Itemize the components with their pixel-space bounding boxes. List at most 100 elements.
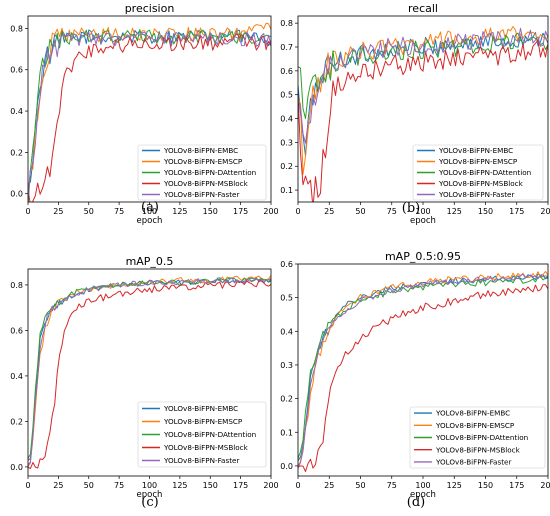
x-tick-label: 125 — [172, 481, 187, 490]
chart-title: mAP_0.5 — [126, 255, 174, 268]
series-line-3 — [28, 29, 271, 202]
series-line-5 — [28, 277, 271, 467]
panel-caption: (c) — [141, 495, 158, 510]
legend-entry: YOLOv8-BiFPN-Faster — [163, 190, 239, 199]
x-tick-label: 50 — [84, 481, 94, 490]
legend-entry: YOLOv8-BiFPN-DAttention — [163, 430, 256, 439]
x-axis-label: epoch — [410, 216, 436, 226]
x-tick-label: 100 — [142, 481, 157, 490]
y-tick-label: 0.5 — [280, 91, 293, 100]
x-tick-label: 200 — [263, 207, 278, 216]
chart-title: mAP_0.5:0.95 — [385, 250, 461, 263]
series-line-4 — [298, 284, 548, 472]
series-line-4 — [28, 33, 271, 202]
legend-entry: YOLOv8-BiFPN-MSBlock — [435, 445, 521, 454]
y-tick-label: 0.2 — [10, 148, 23, 157]
series-line-5 — [28, 31, 271, 201]
legend-entry: YOLOv8-BiFPN-MSBlock — [163, 443, 249, 452]
x-axis-label: epoch — [137, 490, 163, 500]
x-tick-label: 200 — [263, 481, 278, 490]
x-tick-label: 50 — [84, 207, 94, 216]
x-axis-label: epoch — [137, 216, 163, 226]
y-tick-label: 0.3 — [280, 138, 293, 147]
series-lines — [298, 26, 548, 202]
y-tick-label: 0.2 — [10, 417, 23, 426]
series-lines — [28, 275, 271, 470]
x-tick-label: 125 — [447, 481, 462, 490]
y-tick-label: 0.4 — [280, 327, 293, 336]
y-tick-label: 0.8 — [280, 19, 293, 28]
series-line-5 — [298, 27, 548, 144]
x-tick-label: 25 — [324, 481, 334, 490]
legend-entry: YOLOv8-BiFPN-EMSCP — [435, 421, 515, 430]
x-tick-label: 200 — [540, 207, 550, 216]
y-tick-label: 0.4 — [280, 115, 293, 124]
legend-entry: YOLOv8-BiFPN-DAttention — [435, 433, 528, 442]
legend-box — [409, 406, 546, 469]
x-tick-label: 75 — [387, 481, 397, 490]
x-tick-label: 50 — [355, 481, 365, 490]
legend: YOLOv8-BiFPN-EMBC YOLOv8-BiFPN-EMSCP YOLOv… — [409, 406, 546, 469]
series-lines — [28, 22, 271, 202]
x-tick-label: 100 — [415, 481, 430, 490]
x-tick-label: 150 — [203, 207, 218, 216]
y-tick-label: 0.0 — [280, 462, 293, 471]
y-tick-label: 0.8 — [10, 281, 23, 290]
legend: YOLOv8-BiFPN-EMBC YOLOv8-BiFPN-EMSCP YOLOv… — [137, 144, 267, 201]
legend-entry: YOLOv8-BiFPN-EMSCP — [438, 157, 518, 166]
chart-panel-3: mAP_0.5 0 25 50 75 100 125 150 175 200 0.0 0.2 0.4 0.… — [10, 255, 278, 510]
legend-entry: YOLOv8-BiFPN-EMBC — [163, 404, 238, 413]
y-tick-label: 0.4 — [10, 372, 23, 381]
legend-entry: YOLOv8-BiFPN-EMBC — [435, 409, 510, 418]
x-tick-label: 175 — [233, 207, 248, 216]
x-tick-label: 0 — [25, 207, 30, 216]
panel-caption: (d) — [407, 495, 425, 510]
y-tick-label: 0.0 — [10, 190, 23, 199]
legend: YOLOv8-BiFPN-EMBC YOLOv8-BiFPN-EMSCP YOLOv… — [137, 401, 267, 468]
chart-panel-4: mAP_0.5:0.95 0 25 50 75 100 125 150 175 200 0.0 0.1… — [280, 250, 550, 510]
legend-entry: YOLOv8-BiFPN-Faster — [435, 458, 511, 467]
legend-entry: YOLOv8-BiFPN-MSBlock — [438, 179, 524, 188]
x-tick-label: 0 — [295, 207, 300, 216]
series-line-1 — [298, 32, 548, 157]
legend-box — [412, 144, 544, 201]
y-tick-label: 0.1 — [280, 428, 293, 437]
legend-entry: YOLOv8-BiFPN-EMSCP — [163, 417, 243, 426]
legend-entry: YOLOv8-BiFPN-EMBC — [163, 146, 238, 155]
legend-entry: YOLOv8-BiFPN-EMBC — [438, 146, 513, 155]
legend-entry: YOLOv8-BiFPN-DAttention — [163, 168, 256, 177]
x-tick-label: 0 — [25, 481, 30, 490]
series-line-4 — [28, 280, 271, 470]
x-tick-label: 125 — [172, 207, 187, 216]
x-tick-label: 25 — [53, 481, 63, 490]
legend-entry: YOLOv8-BiFPN-EMSCP — [163, 157, 243, 166]
y-tick-label: 0.3 — [280, 361, 293, 370]
panel-caption: (b) — [402, 201, 420, 216]
legend: YOLOv8-BiFPN-EMBC YOLOv8-BiFPN-EMSCP YOLOv… — [412, 144, 544, 201]
y-tick-label: 0.4 — [10, 107, 23, 116]
x-tick-label: 100 — [142, 207, 157, 216]
y-tick-label: 0.1 — [280, 186, 293, 195]
y-tick-label: 0.5 — [280, 294, 293, 303]
chart-title: precision — [125, 2, 175, 15]
y-tick-label: 0.6 — [280, 67, 293, 76]
y-tick-label: 0.2 — [280, 395, 293, 404]
chart-panel-2: recall 0 25 50 75 100 125 150 175 200 0.1 0.2 0.3 0.4… — [280, 2, 550, 226]
x-tick-label: 75 — [114, 481, 124, 490]
legend-entry: YOLOv8-BiFPN-Faster — [163, 456, 239, 465]
series-line-4 — [298, 39, 548, 202]
legend-entry: YOLOv8-BiFPN-Faster — [438, 190, 514, 199]
chart-title: recall — [408, 2, 438, 15]
panel-caption: (a) — [141, 200, 159, 215]
legend-entry: YOLOv8-BiFPN-MSBlock — [163, 179, 249, 188]
x-tick-label: 75 — [114, 207, 124, 216]
x-tick-label: 150 — [478, 481, 493, 490]
x-tick-label: 0 — [295, 481, 300, 490]
legend-box — [137, 144, 267, 201]
legend-box — [137, 401, 267, 468]
y-tick-label: 0.0 — [10, 463, 23, 472]
y-tick-label: 0.8 — [10, 24, 23, 33]
x-tick-label: 25 — [324, 207, 334, 216]
x-tick-label: 125 — [447, 207, 462, 216]
